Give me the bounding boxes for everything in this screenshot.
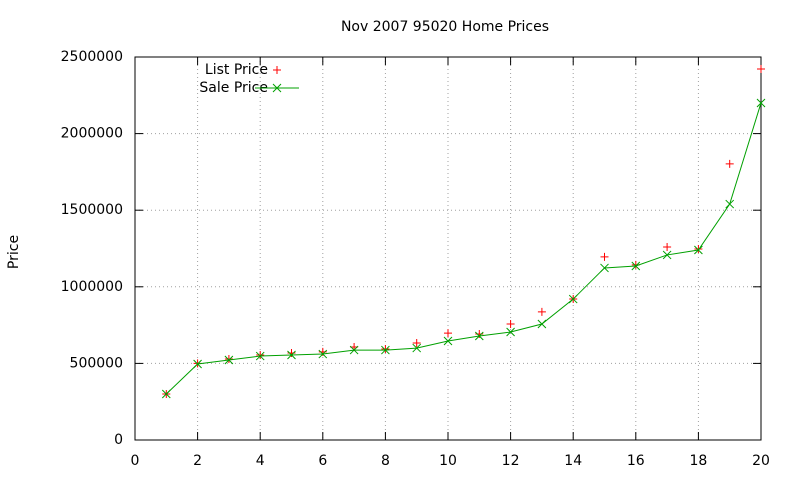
x-tick-label: 0	[131, 453, 140, 469]
plot-frame	[134, 56, 762, 441]
data-point	[412, 343, 422, 353]
data-point	[287, 350, 296, 360]
data-point	[725, 159, 734, 168]
data-point	[663, 242, 672, 251]
data-point	[757, 64, 765, 73]
data-point	[318, 349, 328, 359]
data-point	[694, 245, 703, 255]
x-tick-label: 10	[439, 453, 457, 469]
y-tick-label: 2000000	[61, 126, 123, 142]
data-point	[568, 294, 578, 304]
data-point	[506, 320, 515, 329]
x-tick-label: 16	[627, 453, 645, 469]
data-point	[537, 307, 546, 316]
x-tick-label: 18	[689, 453, 707, 469]
data-point	[349, 345, 359, 355]
data-point	[193, 359, 202, 369]
data-point	[725, 199, 735, 209]
data-point	[600, 263, 609, 273]
legend-marker	[272, 83, 282, 93]
y-axis-label: Price	[6, 235, 22, 269]
x-tick-label: 14	[564, 453, 582, 469]
y-tick-label: 500000	[70, 355, 123, 371]
legend-label: Sale Price	[199, 80, 268, 96]
data-point	[412, 339, 421, 348]
data-point	[381, 345, 390, 355]
y-tick-label: 1000000	[61, 279, 123, 295]
data-point	[506, 327, 515, 337]
data-point	[474, 331, 484, 341]
data-point	[443, 336, 453, 346]
data-point	[631, 261, 641, 271]
x-tick-label: 6	[318, 453, 327, 469]
data-point	[224, 354, 233, 363]
data-point	[600, 252, 609, 261]
data-point	[255, 351, 265, 361]
y-tick-label: 2500000	[61, 49, 123, 65]
data-point	[662, 250, 672, 260]
data-point	[537, 319, 547, 329]
x-tick-label: 20	[752, 453, 770, 469]
y-tick-label: 0	[114, 432, 123, 448]
data-point	[694, 244, 703, 253]
data-point	[381, 344, 390, 353]
x-tick-label: 8	[381, 453, 390, 469]
x-tick-label: 2	[193, 453, 202, 469]
y-tick-label: 1500000	[61, 202, 123, 218]
data-point	[756, 98, 766, 108]
x-tick-label: 4	[256, 453, 265, 469]
data-point	[161, 389, 171, 399]
legend-label: List Price	[205, 62, 268, 78]
series-line	[165, 102, 762, 395]
data-point	[224, 355, 234, 365]
chart-title: Nov 2007 95020 Home Prices	[341, 19, 549, 35]
legend-marker	[273, 66, 281, 74]
x-tick-label: 12	[502, 453, 520, 469]
data-point	[444, 329, 452, 338]
data-point	[256, 350, 265, 359]
